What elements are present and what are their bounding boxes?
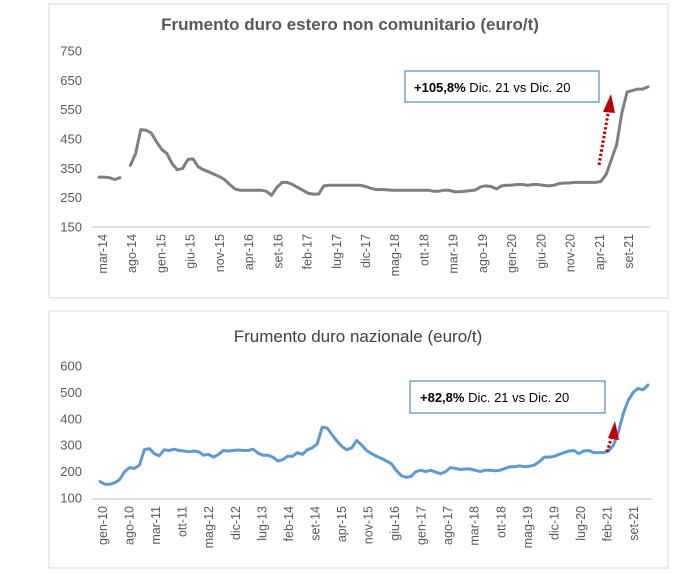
top-y-tick-label: 250 — [60, 190, 82, 205]
top-x-tick-label: mar-19 — [447, 234, 461, 274]
bot-x-tick-label: feb-14 — [282, 506, 296, 541]
top-x-tick-label: mar-14 — [96, 234, 110, 274]
bot-x-tick-label: set-14 — [308, 506, 322, 541]
top-x-tick-label: feb-17 — [301, 234, 315, 269]
bottom-x-axis: gen-10 ago-10 mar-11 ott-11 mag-12 dic-12 lug-… — [96, 506, 641, 548]
bot-x-tick-label: mar-18 — [468, 506, 482, 546]
top-x-tick-label: gen-15 — [154, 234, 168, 273]
bot-x-tick-label: mag-12 — [202, 506, 216, 548]
bottom-y-axis: 100 200 300 400 500 600 — [60, 359, 82, 506]
top-y-axis: 150 250 350 450 550 650 750 — [60, 44, 82, 235]
bot-y-tick-label: 100 — [60, 491, 82, 506]
bottom-arrow-head — [608, 421, 619, 440]
top-annotation-box — [404, 70, 600, 103]
bottom-annotation-box — [409, 380, 606, 414]
top-annotation-value: +105,8% — [414, 80, 466, 95]
bot-y-tick-label: 600 — [60, 359, 82, 374]
top-chart-frame — [48, 3, 669, 299]
bottom-annotation-value: +82,8% — [420, 390, 465, 405]
bot-x-tick-label: dic-19 — [547, 506, 561, 540]
top-x-tick-label: lug-17 — [330, 234, 344, 269]
bot-y-tick-label: 300 — [60, 438, 82, 453]
top-x-tick-label: ott-18 — [417, 234, 431, 266]
top-x-tick-label: nov-15 — [213, 234, 227, 272]
top-x-tick-label: ago-14 — [125, 234, 139, 273]
bot-series-segment — [98, 383, 650, 486]
top-x-tick-label: giu-20 — [534, 234, 548, 269]
bot-x-tick-label: apr-15 — [335, 506, 349, 542]
bot-x-tick-label: gen-17 — [415, 506, 429, 545]
top-x-axis: mar-14 ago-14 gen-15 giu-15 nov-15 apr-16 set-… — [96, 234, 636, 276]
bot-x-tick-label: mar-11 — [149, 506, 163, 545]
bottom-annotation: +82,8% Dic. 21 vs Dic. 20 — [420, 390, 569, 405]
bot-y-tick-label: 200 — [60, 464, 82, 479]
bot-x-tick-label: lug-20 — [574, 506, 588, 541]
top-y-tick-label: 750 — [60, 44, 82, 59]
bot-x-tick-label: ott-18 — [494, 506, 508, 538]
bottom-arrow-shaft — [605, 435, 614, 453]
top-series-segment — [128, 85, 650, 197]
top-series-segment — [97, 175, 122, 181]
top-annotation-text: Dic. 21 vs Dic. 20 — [466, 80, 571, 95]
top-x-tick-label: ago-19 — [476, 234, 490, 273]
top-series-line — [97, 85, 650, 197]
bot-x-tick-label: lug-13 — [255, 506, 269, 541]
top-arrow-shaft — [597, 107, 611, 166]
bot-x-tick-label: ago-10 — [123, 506, 137, 545]
bot-x-tick-label: nov-15 — [362, 506, 376, 544]
bottom-annotation-text: Dic. 21 vs Dic. 20 — [464, 390, 569, 405]
top-y-tick-label: 550 — [60, 102, 82, 117]
top-x-tick-label: set-21 — [622, 234, 636, 269]
bot-y-tick-label: 500 — [60, 385, 82, 400]
top-chart-title: Frumento duro estero non comunitario (eu… — [161, 15, 539, 34]
top-x-tick-label: gen-20 — [505, 234, 519, 273]
top-x-tick-label: dic-17 — [359, 234, 373, 268]
top-annotation: +105,8% Dic. 21 vs Dic. 20 — [414, 80, 570, 95]
top-x-tick-label: nov-20 — [564, 234, 578, 272]
top-y-tick-label: 450 — [60, 132, 82, 147]
bot-x-tick-label: ott-11 — [176, 506, 190, 537]
bot-x-tick-label: set-21 — [627, 506, 641, 541]
top-y-tick-label: 350 — [60, 161, 82, 176]
bottom-series-line — [98, 383, 650, 486]
top-arrow-head — [603, 94, 615, 113]
top-x-tick-label: set-16 — [271, 234, 285, 269]
top-y-tick-label: 150 — [60, 220, 82, 235]
bot-x-tick-label: dic-12 — [229, 506, 243, 540]
bot-x-tick-label: gen-10 — [96, 506, 110, 545]
bottom-chart-title: Frumento duro nazionale (euro/t) — [234, 327, 483, 346]
bot-x-tick-label: giu-16 — [388, 506, 402, 541]
bot-x-tick-label: feb-21 — [600, 506, 614, 541]
top-x-tick-label: mag-18 — [388, 234, 402, 276]
bot-x-tick-label: mag-19 — [521, 506, 535, 548]
top-x-tick-label: apr-16 — [242, 234, 256, 270]
top-y-tick-label: 650 — [60, 73, 82, 88]
top-x-tick-label: giu-15 — [184, 234, 198, 269]
bot-y-tick-label: 400 — [60, 411, 82, 426]
top-x-tick-label: apr-21 — [593, 234, 607, 270]
bot-x-tick-label: ago-17 — [441, 506, 455, 545]
bottom-chart-frame — [48, 310, 669, 569]
